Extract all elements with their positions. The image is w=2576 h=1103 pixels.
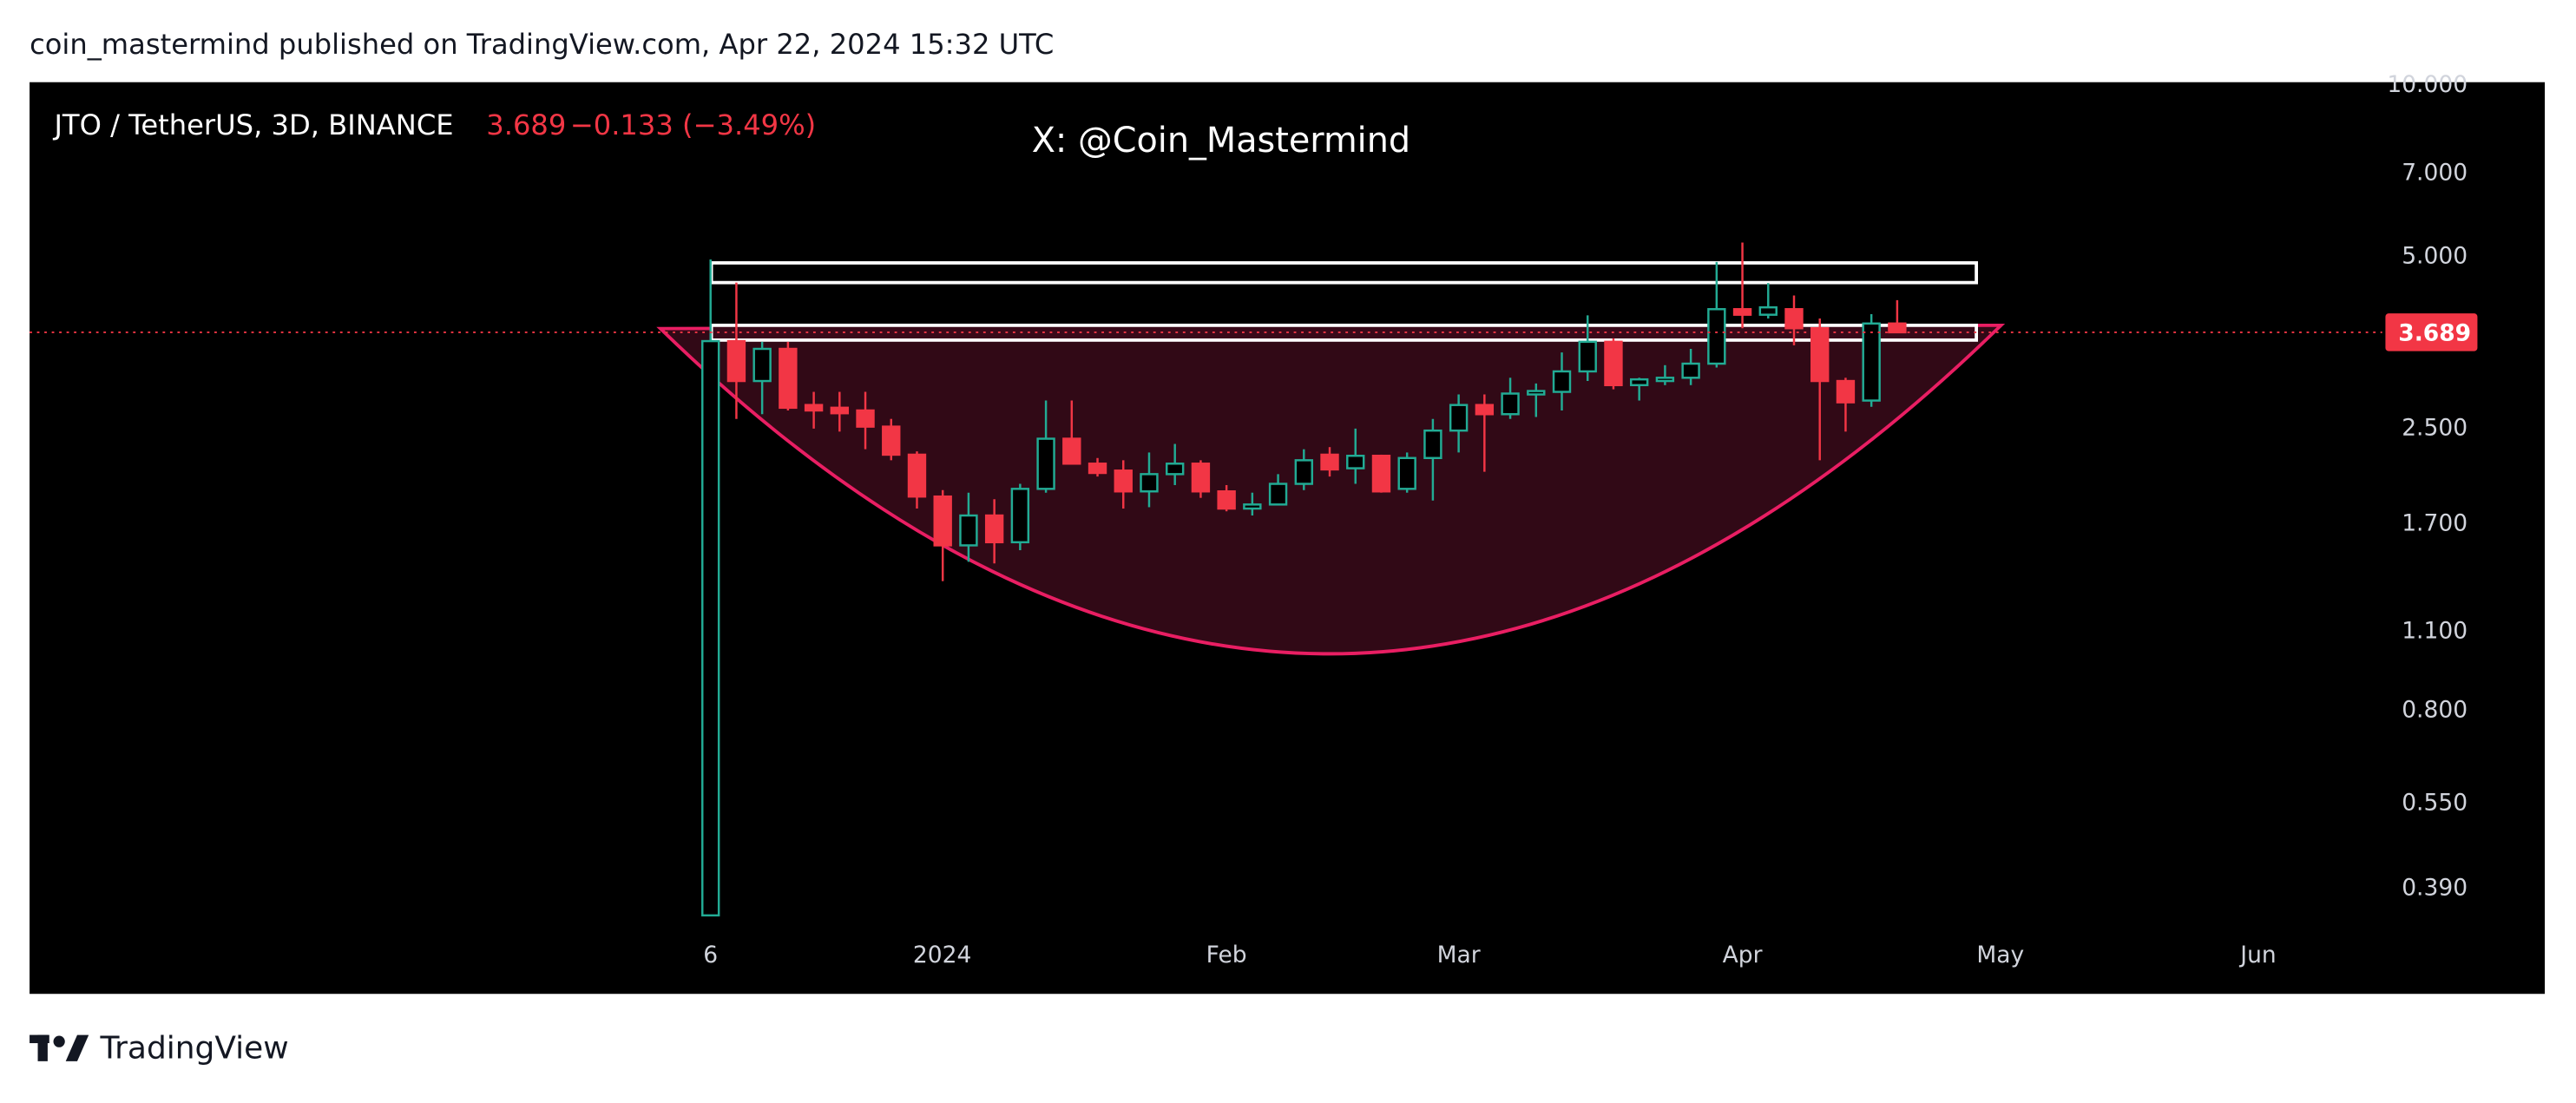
x-tick-label: Feb [1206,942,1247,968]
candle-body [726,339,746,383]
x-tick-label: Mar [1437,942,1481,968]
candle-body [1449,404,1469,432]
header-change: −0.133 (−3.49%) [570,108,816,141]
y-tick-label: 0.800 [2402,696,2468,723]
y-tick-label: 2.500 [2402,414,2468,441]
y-tick-label: 1.700 [2402,509,2468,536]
x-tick-label: Jun [2238,942,2276,968]
candle-body [882,425,901,456]
candle-body [1475,404,1495,416]
candle-body [984,514,1004,544]
candle-body [701,339,720,917]
candle-body [1036,437,1055,490]
candle-body [1604,340,1623,387]
header-price: 3.689 [486,108,566,141]
brand-logo [30,1034,89,1061]
candle-body [804,404,824,412]
candle-body [1758,305,1778,316]
last-price-label: 3.689 [2398,319,2471,346]
candle-body [1836,379,1856,404]
candle-body [1371,454,1391,493]
candle-body [1681,362,1700,379]
candle-body [1888,322,1907,334]
candle-body [1320,453,1339,471]
x-tick-label: 6 [703,942,718,968]
candle-body [779,347,798,410]
candle-body [1423,429,1442,460]
candle-body [907,453,927,498]
candle-body [1140,473,1159,493]
watermark: X: @Coin_Mastermind [1032,121,1410,161]
candle-body [1629,378,1649,387]
candle-body [752,347,772,383]
candle-body [1810,326,1830,383]
x-tick-label: 2024 [913,942,971,968]
candle-body [1062,437,1081,465]
cup-drawing [656,323,2006,656]
y-tick-label: 0.550 [2402,789,2468,816]
candle-body [830,406,850,415]
candle-body [1088,463,1107,475]
candles [701,242,1907,917]
candle-body [1191,463,1211,493]
candle-body [1501,392,1520,416]
candle-body [1862,322,1881,402]
candle-body [933,495,952,547]
candle-body [1397,456,1416,490]
candle-body [1346,454,1365,469]
candle-body [1784,308,1804,330]
last-price-tag [2385,313,2478,351]
y-tick-label: 5.000 [2402,243,2468,270]
chart-title: JTO / TetherUS, 3D, BINANCE [52,108,453,141]
y-tick-label: 10.000 [2387,71,2468,98]
candle-body [1268,483,1288,506]
y-tick-label: 0.390 [2402,874,2468,901]
candle-body [1552,370,1572,393]
x-tick-label: Apr [1723,942,1763,968]
candle-body [1655,377,1675,383]
candle-body [1243,503,1262,510]
candle-body [1527,390,1546,396]
candle-body [1010,488,1030,544]
candle-body [1165,463,1185,476]
x-tick-label: May [1976,942,2024,968]
candle-body [1114,469,1133,493]
candle-body [1217,490,1236,510]
candle-body [1707,308,1726,365]
candle-body [1294,459,1313,485]
candle-body [1578,340,1597,373]
candle-body [1732,308,1752,316]
y-tick-label: 1.100 [2402,618,2468,645]
candle-body [856,409,875,428]
candle-body [959,514,978,547]
y-tick-label: 7.000 [2402,160,2468,187]
publish-header: coin_mastermind published on TradingView… [30,28,1054,61]
brand-name: TradingView [99,1031,288,1067]
